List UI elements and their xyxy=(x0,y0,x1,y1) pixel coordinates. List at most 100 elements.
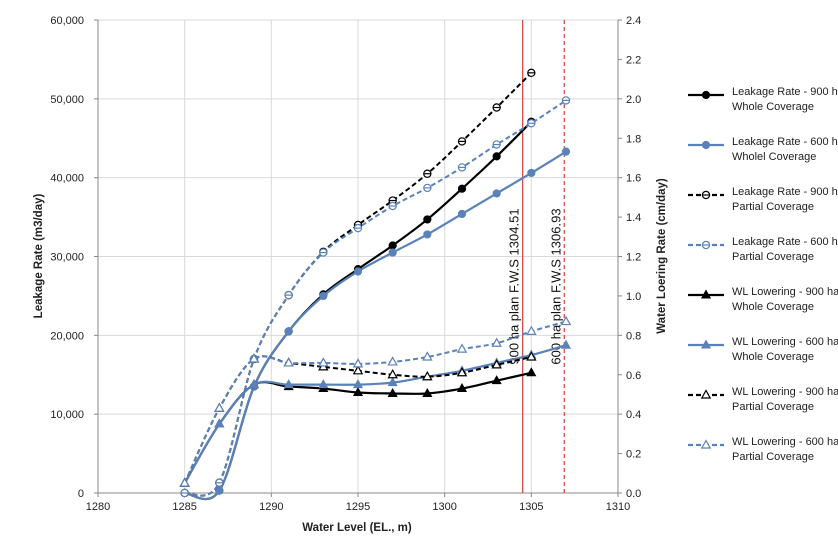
legend-item-6: WL Lowering - 600 ha, Whole Coverage xyxy=(688,336,838,363)
series-group xyxy=(179,68,572,501)
series-line xyxy=(183,320,567,484)
series-8 xyxy=(179,315,572,487)
data-point xyxy=(388,241,397,250)
data-point xyxy=(456,343,468,353)
legend-label: Partial Coverage xyxy=(732,451,814,463)
legend-item-7: WL Lowering - 900 ha, Partial Coverage xyxy=(688,386,838,413)
series-4 xyxy=(180,96,571,498)
legend-item-5: WL Lowering - 900 ha, Whole Coverage xyxy=(688,286,838,313)
legend-item-8: WL Lowering - 600 ha, Partial Coverage xyxy=(688,436,838,463)
legend-item-4: Leakage Rate - 600 ha, Partial Coverage xyxy=(688,236,838,263)
data-point xyxy=(283,357,294,367)
legend-label: WL Lowering - 900 ha, xyxy=(732,286,838,298)
x-tick-label: 1290 xyxy=(259,501,283,513)
data-point xyxy=(319,291,328,301)
data-point xyxy=(491,359,502,369)
data-point xyxy=(491,375,502,385)
data-point xyxy=(387,377,398,387)
y-right-tick-label: 0.6 xyxy=(626,370,641,382)
y-right-axis-title: Water Loering Rate (cm/day) xyxy=(656,178,668,334)
y-right-tick-label: 0.8 xyxy=(626,330,641,342)
legend-label: Whole Coverage xyxy=(732,351,814,363)
y-left-axis-title: Leakage Rate (m3/day) xyxy=(33,194,45,319)
y-right-tick-label: 0.0 xyxy=(626,488,641,500)
data-point xyxy=(352,365,364,375)
data-point xyxy=(526,351,537,361)
data-point xyxy=(457,184,467,193)
legend-label: Whole Coverage xyxy=(732,101,814,113)
data-point xyxy=(526,325,537,335)
y-right-tick-label: 2.0 xyxy=(626,94,641,106)
legend-swatch-marker xyxy=(700,439,712,449)
data-point xyxy=(248,379,260,389)
data-point xyxy=(318,357,329,367)
data-point xyxy=(387,387,398,397)
x-axis-title: Water Level (EL., m) xyxy=(302,522,412,534)
legend-label: Wholel Coverage xyxy=(732,151,816,163)
data-point xyxy=(214,402,225,412)
data-point xyxy=(352,386,364,396)
data-point xyxy=(352,358,364,368)
y-left-tick-label: 10,000 xyxy=(50,409,84,421)
data-point xyxy=(456,383,468,393)
legend-label: WL Lowering - 600 ha, xyxy=(732,336,838,348)
y-right-tick-label: 2.4 xyxy=(626,15,641,27)
y-right-tick-label: 1.2 xyxy=(626,252,641,264)
data-point xyxy=(387,369,398,379)
legend-label: Whole Coverage xyxy=(732,301,814,313)
y-right-tick-label: 1.8 xyxy=(626,133,641,145)
data-point xyxy=(423,230,432,239)
data-point xyxy=(457,209,467,219)
data-point xyxy=(248,353,260,363)
data-point xyxy=(353,267,363,276)
legend-swatch-marker xyxy=(701,90,711,100)
legend-swatch-marker xyxy=(700,289,712,299)
legend-label: Partial Coverage xyxy=(732,201,814,213)
data-point xyxy=(492,152,501,161)
legend-label: WL Lowering - 600 ha, xyxy=(732,436,838,448)
data-point xyxy=(318,379,329,389)
legend: Leakage Rate - 900 ha,Whole CoverageLeak… xyxy=(688,86,838,463)
x-tick-label: 1285 xyxy=(172,501,196,513)
legend-label: Partial Coverage xyxy=(732,251,814,263)
data-point xyxy=(388,248,397,257)
y-left-tick-label: 20,000 xyxy=(50,330,84,342)
legend-swatch-marker xyxy=(701,140,711,150)
legend-label: WL Lowering - 900 ha, xyxy=(732,386,838,398)
legend-label: Leakage Rate - 600 ha, xyxy=(732,136,838,148)
y-left-tick-label: 60,000 xyxy=(50,15,84,27)
legend-label: Leakage Rate - 900 ha, xyxy=(732,186,838,198)
legend-item-3: Leakage Rate - 900 ha, Partial Coverage xyxy=(688,186,838,213)
data-point xyxy=(387,356,398,366)
data-point xyxy=(284,327,293,336)
data-point xyxy=(422,370,433,381)
data-point xyxy=(422,351,433,361)
data-point xyxy=(561,147,571,156)
y-right-tick-label: 2.2 xyxy=(626,54,641,66)
legend-item-1: Leakage Rate - 900 ha, Whole Coverage xyxy=(688,86,838,113)
y-left-tick-label: 50,000 xyxy=(50,94,84,106)
data-point xyxy=(560,315,572,326)
data-point xyxy=(492,189,501,198)
data-point xyxy=(214,418,225,428)
x-tick-label: 1295 xyxy=(346,501,370,513)
data-point xyxy=(179,477,190,487)
legend-label: Leakage Rate - 600 ha, xyxy=(732,236,838,248)
reference-line-label: 600 ha plan F.W.S 1306.93 xyxy=(548,208,563,364)
grid xyxy=(97,19,619,494)
y-left-tick-label: 0 xyxy=(78,488,84,500)
data-point xyxy=(422,387,433,397)
data-point xyxy=(456,367,468,377)
reference-line-label: 900 ha plan F.W.S 1304.51 xyxy=(507,208,522,364)
y-right-tick-label: 0.2 xyxy=(626,449,641,461)
y-left-tick-label: 30,000 xyxy=(50,252,84,264)
legend-label: Leakage Rate - 900 ha, xyxy=(732,86,838,98)
legend-swatch-marker xyxy=(700,389,712,399)
y-left-tick-label: 40,000 xyxy=(50,173,84,185)
y-right-tick-label: 1.0 xyxy=(626,291,641,303)
data-point xyxy=(283,379,294,389)
data-point xyxy=(491,337,502,347)
data-point xyxy=(560,339,572,349)
data-point xyxy=(423,215,432,224)
